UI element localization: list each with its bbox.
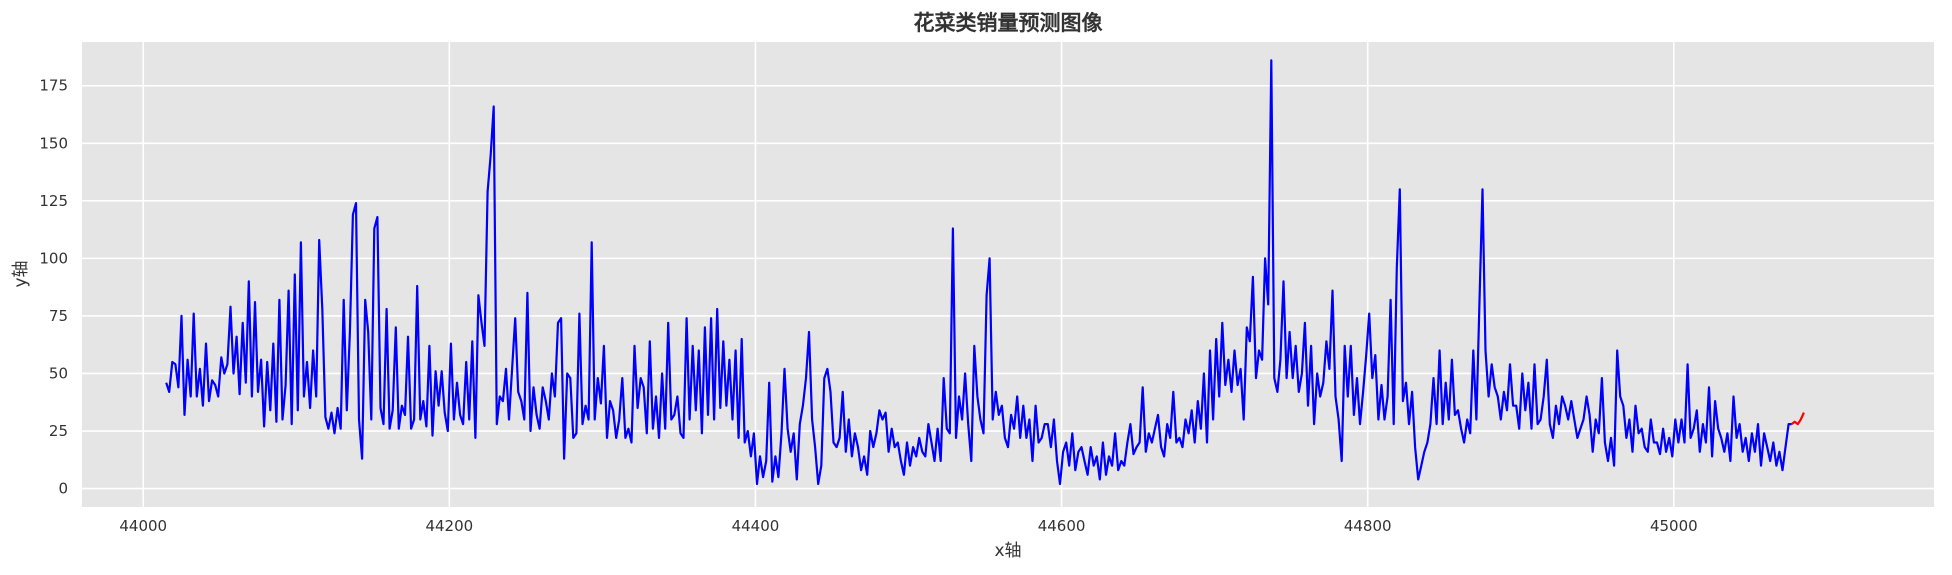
series-lines	[165, 59, 1805, 486]
chart-title: 花菜类销量预测图像	[914, 11, 1104, 35]
historical-series-line	[165, 59, 1792, 486]
y-tick-labels: 0 25 50 75 100 125 150 175	[39, 77, 68, 498]
y-tick-label: 0	[58, 480, 68, 498]
x-tick-label: 44600	[1038, 517, 1086, 535]
y-tick-label: 175	[39, 77, 68, 95]
y-tick-label: 50	[49, 364, 68, 382]
x-tick-label: 44000	[119, 517, 167, 535]
x-tick-label: 44400	[732, 517, 780, 535]
y-gridlines	[82, 84, 1934, 490]
x-tick-label: 44800	[1344, 517, 1392, 535]
y-tick-label: 125	[39, 192, 68, 210]
y-tick-label: 25	[49, 422, 68, 440]
x-tick-label: 45000	[1650, 517, 1698, 535]
x-tick-labels: 44000 44200 44400 44600 44800 45000	[119, 517, 1697, 535]
y-axis-label: y轴	[11, 260, 31, 287]
x-tick-label: 44200	[425, 517, 473, 535]
x-axis-label: x轴	[994, 541, 1021, 561]
y-tick-label: 75	[49, 307, 68, 325]
y-tick-label: 150	[39, 134, 68, 152]
y-tick-label: 100	[39, 249, 68, 267]
forecast-series-line	[1791, 412, 1805, 426]
